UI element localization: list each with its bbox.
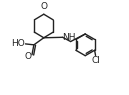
Text: O: O (40, 2, 47, 11)
Text: O: O (25, 52, 32, 61)
Text: Cl: Cl (91, 56, 100, 65)
Text: HO: HO (11, 39, 25, 48)
Text: NH: NH (63, 33, 76, 42)
